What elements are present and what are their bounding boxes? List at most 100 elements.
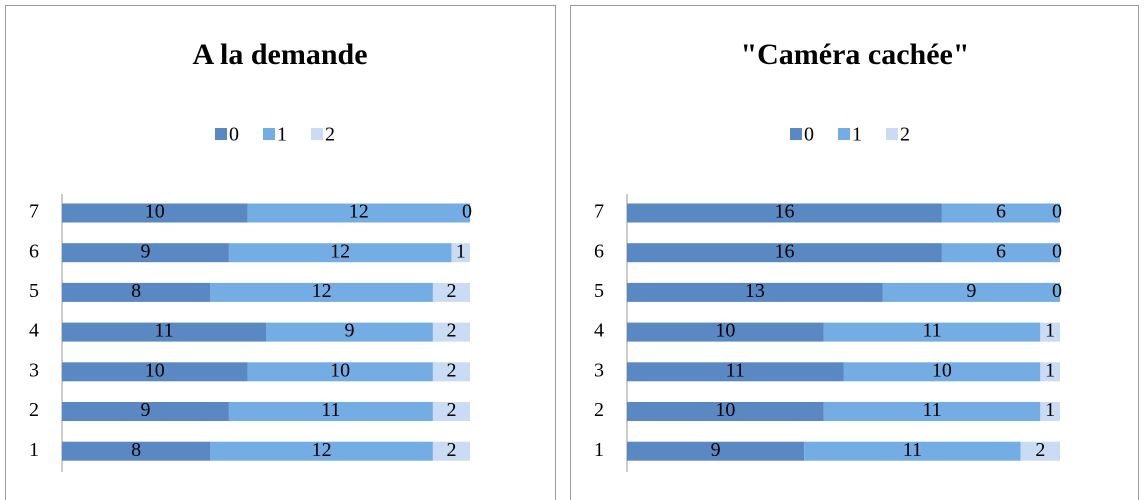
value-label: 9: [140, 399, 150, 421]
value-label: 10: [145, 201, 165, 223]
bar-segment: [941, 203, 1060, 223]
value-label: 9: [711, 439, 721, 461]
value-label: 10: [932, 359, 952, 381]
value-label: 11: [726, 359, 745, 381]
value-label: 11: [922, 399, 941, 421]
legend-swatch: [311, 128, 323, 140]
bar-segment: [1020, 441, 1060, 461]
value-label: 8: [131, 280, 141, 302]
bar-segment: [228, 402, 433, 421]
value-label: 12: [312, 439, 332, 461]
value-label: 2: [1035, 439, 1045, 461]
value-label: 12: [312, 280, 332, 302]
legend-label: 1: [277, 124, 287, 146]
y-tick-label: 5: [594, 280, 604, 302]
bar-segment: [1040, 322, 1060, 342]
legend-swatch: [838, 128, 850, 140]
bar-segment: [823, 322, 1041, 342]
bar-segment: [627, 282, 883, 302]
y-tick-label: 5: [29, 280, 39, 302]
value-label: 2: [446, 320, 456, 342]
value-label: 2: [446, 359, 456, 381]
value-label: 1: [1045, 320, 1055, 342]
y-tick-label: 2: [29, 399, 39, 421]
bar-segment: [627, 362, 844, 382]
y-tick-label: 7: [594, 201, 604, 223]
value-label: 0: [1052, 280, 1062, 302]
value-label: 6: [996, 240, 1006, 262]
value-label: 12: [330, 240, 350, 262]
legend-swatch: [886, 128, 898, 140]
bar-segment: [247, 203, 470, 223]
chart-title: "Caméra cachée": [740, 38, 969, 71]
value-label: 11: [321, 399, 340, 421]
bar-segment: [432, 362, 470, 382]
legend-swatch: [790, 128, 802, 140]
bar-segment: [627, 322, 824, 342]
value-label: 9: [966, 280, 976, 302]
y-tick-label: 3: [29, 359, 39, 381]
value-label: 10: [715, 399, 735, 421]
bar-segment: [247, 362, 433, 382]
bar-segment: [451, 243, 470, 263]
value-label: 0: [1052, 240, 1062, 262]
value-label: 8: [131, 439, 141, 461]
bar-segment: [823, 402, 1041, 421]
y-tick-label: 1: [29, 439, 39, 461]
bar-segment: [432, 322, 470, 342]
y-tick-label: 2: [594, 399, 604, 421]
legend-label: 2: [325, 124, 335, 146]
value-label: 10: [715, 320, 735, 342]
value-label: 2: [446, 280, 456, 302]
bar-segment: [62, 282, 211, 302]
legend-label: 2: [900, 124, 910, 146]
legend-swatch: [263, 128, 275, 140]
bar-segment: [843, 362, 1041, 382]
bar-segment: [432, 282, 470, 302]
bar-segment: [210, 282, 433, 302]
bar-segment: [62, 203, 248, 223]
y-tick-label: 6: [594, 240, 604, 262]
value-label: 1: [456, 240, 466, 262]
y-tick-label: 4: [29, 320, 39, 342]
bar-segment: [432, 402, 470, 421]
value-label: 9: [344, 320, 354, 342]
bar-segment: [62, 441, 211, 461]
bar-segment: [627, 203, 942, 223]
panel-right: [570, 5, 1139, 500]
bar-segment: [1040, 362, 1060, 382]
legend-label: 0: [229, 124, 239, 146]
value-label: 0: [462, 201, 472, 223]
bar-segment: [266, 322, 433, 342]
bar-segment: [62, 362, 248, 382]
legend-label: 1: [852, 124, 862, 146]
bar-segment: [941, 243, 1060, 263]
value-label: 0: [1052, 201, 1062, 223]
bar-segment: [627, 243, 942, 263]
bar-segment: [62, 322, 266, 342]
legend-swatch: [215, 128, 227, 140]
value-label: 6: [996, 201, 1006, 223]
bar-segment: [804, 441, 1021, 461]
bar-segment: [882, 282, 1060, 302]
bar-segment: [432, 441, 470, 461]
y-tick-label: 7: [29, 201, 39, 223]
value-label: 11: [922, 320, 941, 342]
bar-segment: [210, 441, 433, 461]
value-label: 10: [330, 359, 350, 381]
bar-segment: [1040, 402, 1060, 421]
y-tick-label: 1: [594, 439, 604, 461]
value-label: 1: [1045, 359, 1055, 381]
legend-label: 0: [804, 124, 814, 146]
value-label: 2: [446, 439, 456, 461]
y-tick-label: 4: [594, 320, 604, 342]
value-label: 1: [1045, 399, 1055, 421]
value-label: 12: [349, 201, 369, 223]
panel-left: [5, 5, 556, 500]
value-label: 11: [903, 439, 922, 461]
value-label: 11: [154, 320, 173, 342]
value-label: 10: [145, 359, 165, 381]
value-label: 16: [774, 240, 794, 262]
value-label: 9: [140, 240, 150, 262]
